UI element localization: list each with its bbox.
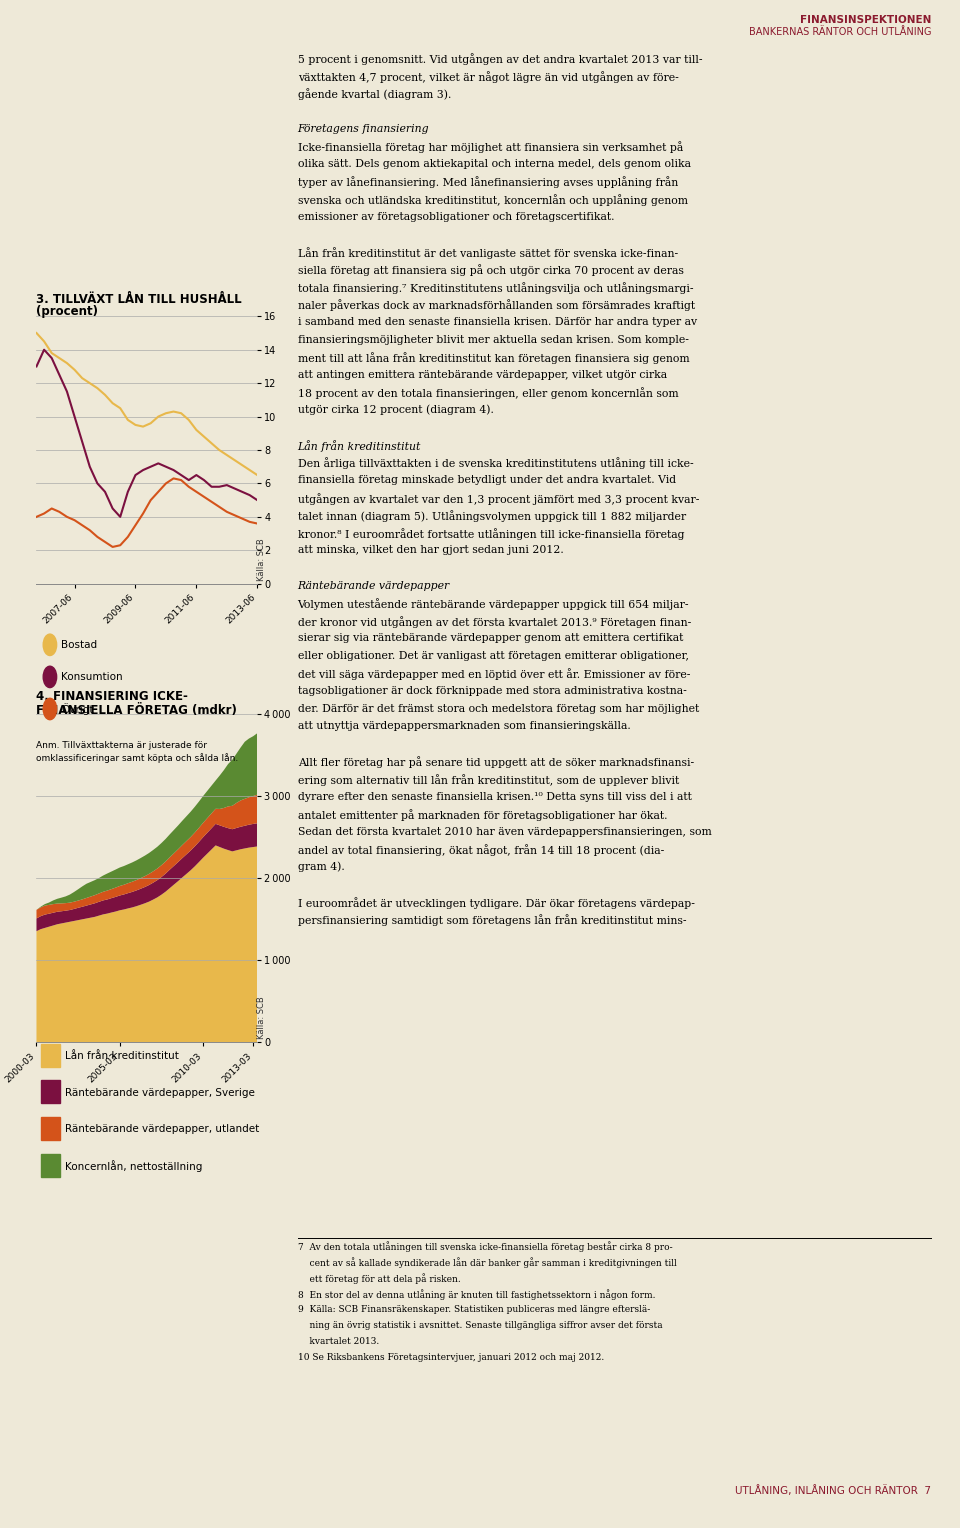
Text: Allt fler företag har på senare tid uppgett att de söker marknadsfinansi-: Allt fler företag har på senare tid uppg… xyxy=(298,756,694,769)
Text: Volymen utestående räntebärande värdepapper uppgick till 654 miljar-: Volymen utestående räntebärande värdepap… xyxy=(298,597,689,610)
Text: Bostad: Bostad xyxy=(61,640,98,649)
Text: utgången av kvartalet var den 1,3 procent jämfört med 3,3 procent kvar-: utgången av kvartalet var den 1,3 procen… xyxy=(298,492,699,504)
Text: totala finansiering.⁷ Kreditinstitutens utlåningsvilja och utlåningsmargi-: totala finansiering.⁷ Kreditinstitutens … xyxy=(298,281,693,293)
Text: ering som alternativ till lån från kreditinstitut, som de upplever blivit: ering som alternativ till lån från kredi… xyxy=(298,773,679,785)
Text: (procent): (procent) xyxy=(36,304,99,318)
Text: kronor.⁸ I euroområdet fortsatte utlåningen till icke-finansiella företag: kronor.⁸ I euroområdet fortsatte utlånin… xyxy=(298,529,684,539)
Text: 7  Av den totala utlåningen till svenska icke-finansiella företag består cirka 8: 7 Av den totala utlåningen till svenska … xyxy=(298,1241,672,1251)
Text: att minska, vilket den har gjort sedan juni 2012.: att minska, vilket den har gjort sedan j… xyxy=(298,545,564,556)
Text: FINANSIELLA FÖRETAG (mdkr): FINANSIELLA FÖRETAG (mdkr) xyxy=(36,703,237,717)
Text: siella företag att finansiera sig på och utgör cirka 70 procent av deras: siella företag att finansiera sig på och… xyxy=(298,264,684,277)
Text: 3. TILLVÄXT LÅN TILL HUSHÅLL: 3. TILLVÄXT LÅN TILL HUSHÅLL xyxy=(36,292,242,306)
Text: I euroområdet är utvecklingen tydligare. Där ökar företagens värdepap-: I euroområdet är utvecklingen tydligare.… xyxy=(298,897,694,909)
Text: 8  En stor del av denna utlåning är knuten till fastighetssektorn i någon form.: 8 En stor del av denna utlåning är knute… xyxy=(298,1290,655,1300)
Text: Lån från kreditinstitut: Lån från kreditinstitut xyxy=(65,1051,180,1060)
Text: dyrare efter den senaste finansiella krisen.¹⁰ Detta syns till viss del i att: dyrare efter den senaste finansiella kri… xyxy=(298,792,691,802)
Text: FINANSINSPEKTIONEN: FINANSINSPEKTIONEN xyxy=(800,15,931,24)
Text: cent av så kallade syndikerade lån där banker går samman i kreditgivningen till: cent av så kallade syndikerade lån där b… xyxy=(298,1256,677,1268)
Text: antalet emittenter på marknaden för företagsobligationer har ökat.: antalet emittenter på marknaden för före… xyxy=(298,810,667,821)
Text: utgör cirka 12 procent (diagram 4).: utgör cirka 12 procent (diagram 4). xyxy=(298,405,493,416)
Text: gående kvartal (diagram 3).: gående kvartal (diagram 3). xyxy=(298,89,451,101)
Text: Lån från kreditinstitut: Lån från kreditinstitut xyxy=(298,440,421,452)
Text: andel av total finansiering, ökat något, från 14 till 18 procent (dia-: andel av total finansiering, ökat något,… xyxy=(298,843,664,856)
Text: Räntebärande värdepapper: Räntebärande värdepapper xyxy=(298,581,450,591)
Text: Anm. Tillväxttakterna är justerade för
omklassificeringar samt köpta och sålda l: Anm. Tillväxttakterna är justerade för o… xyxy=(36,741,239,762)
Text: att antingen emittera räntebärande värdepapper, vilket utgör cirka: att antingen emittera räntebärande värde… xyxy=(298,370,667,380)
Text: Sedan det första kvartalet 2010 har även värdepappersfinansieringen, som: Sedan det första kvartalet 2010 har även… xyxy=(298,827,711,837)
Text: Den årliga tillväxttakten i de svenska kreditinstitutens utlåning till icke-: Den årliga tillväxttakten i de svenska k… xyxy=(298,458,693,469)
Text: 4. FINANSIERING ICKE-: 4. FINANSIERING ICKE- xyxy=(36,689,188,703)
Text: 9  Källa: SCB Finansräkenskaper. Statistiken publiceras med längre efterslä-: 9 Källa: SCB Finansräkenskaper. Statisti… xyxy=(298,1305,650,1314)
Text: ning än övrig statistik i avsnittet. Senaste tillgängliga siffror avser det förs: ning än övrig statistik i avsnittet. Sen… xyxy=(298,1320,662,1329)
Text: det vill säga värdepapper med en löptid över ett år. Emissioner av före-: det vill säga värdepapper med en löptid … xyxy=(298,669,690,680)
Text: typer av lånefinansiering. Med lånefinansiering avses upplåning från: typer av lånefinansiering. Med lånefinan… xyxy=(298,177,678,188)
Text: kvartalet 2013.: kvartalet 2013. xyxy=(298,1337,379,1346)
Text: Konsumtion: Konsumtion xyxy=(61,672,123,681)
Text: finansiella företag minskade betydligt under det andra kvartalet. Vid: finansiella företag minskade betydligt u… xyxy=(298,475,676,486)
Text: Källa: SCB: Källa: SCB xyxy=(256,996,266,1039)
Text: der. Därför är det främst stora och medelstora företag som har möjlighet: der. Därför är det främst stora och mede… xyxy=(298,703,699,714)
Text: Räntebärande värdepapper, Sverige: Räntebärande värdepapper, Sverige xyxy=(65,1088,255,1097)
Text: UTLÅNING, INLÅNING OCH RÄNTOR  7: UTLÅNING, INLÅNING OCH RÄNTOR 7 xyxy=(735,1485,931,1496)
Text: Lån från kreditinstitut är det vanligaste sättet för svenska icke-finan-: Lån från kreditinstitut är det vanligast… xyxy=(298,246,678,258)
Text: växttakten 4,7 procent, vilket är något lägre än vid utgången av före-: växttakten 4,7 procent, vilket är något … xyxy=(298,70,679,83)
Text: svenska och utländska kreditinstitut, koncernlån och upplåning genom: svenska och utländska kreditinstitut, ko… xyxy=(298,194,687,206)
Text: sierar sig via räntebärande värdepapper genom att emittera certifikat: sierar sig via räntebärande värdepapper … xyxy=(298,634,683,643)
Text: Övrigt: Övrigt xyxy=(61,703,94,715)
Text: 10 Se Riksbankens Företagsintervjuer, januari 2012 och maj 2012.: 10 Se Riksbankens Företagsintervjuer, ja… xyxy=(298,1354,604,1361)
Text: i samband med den senaste finansiella krisen. Därför har andra typer av: i samband med den senaste finansiella kr… xyxy=(298,316,697,327)
Text: naler påverkas dock av marknadsförhållanden som försämrades kraftigt: naler påverkas dock av marknadsförhållan… xyxy=(298,299,695,312)
Text: BANKERNAS RÄNTOR OCH UTLÅNING: BANKERNAS RÄNTOR OCH UTLÅNING xyxy=(749,28,931,37)
Text: persfinansiering samtidigt som företagens lån från kreditinstitut mins-: persfinansiering samtidigt som företagen… xyxy=(298,914,686,926)
Text: Räntebärande värdepapper, utlandet: Räntebärande värdepapper, utlandet xyxy=(65,1125,259,1134)
Text: Koncernlån, nettoställning: Koncernlån, nettoställning xyxy=(65,1160,203,1172)
Text: olika sätt. Dels genom aktiekapital och interna medel, dels genom olika: olika sätt. Dels genom aktiekapital och … xyxy=(298,159,690,170)
Text: Källa: SCB: Källa: SCB xyxy=(256,538,266,581)
Text: Företagens finansiering: Företagens finansiering xyxy=(298,124,429,134)
Text: talet innan (diagram 5). Utlåningsvolymen uppgick till 1 882 miljarder: talet innan (diagram 5). Utlåningsvolyme… xyxy=(298,510,685,523)
Text: 5 procent i genomsnitt. Vid utgången av det andra kvartalet 2013 var till-: 5 procent i genomsnitt. Vid utgången av … xyxy=(298,53,702,66)
Text: finansieringsmöjligheter blivit mer aktuella sedan krisen. Som komple-: finansieringsmöjligheter blivit mer aktu… xyxy=(298,335,688,345)
Text: der kronor vid utgången av det första kvartalet 2013.⁹ Företagen finan-: der kronor vid utgången av det första kv… xyxy=(298,616,691,628)
Text: ett företag för att dela på risken.: ett företag för att dela på risken. xyxy=(298,1273,461,1284)
Text: 18 procent av den totala finansieringen, eller genom koncernlån som: 18 procent av den totala finansieringen,… xyxy=(298,388,678,399)
Text: gram 4).: gram 4). xyxy=(298,862,345,872)
Text: ment till att låna från kreditinstitut kan företagen finansiera sig genom: ment till att låna från kreditinstitut k… xyxy=(298,351,689,364)
Text: eller obligationer. Det är vanligast att företagen emitterar obligationer,: eller obligationer. Det är vanligast att… xyxy=(298,651,688,662)
Text: tagsobligationer är dock förknippade med stora administrativa kostna-: tagsobligationer är dock förknippade med… xyxy=(298,686,686,697)
Text: emissioner av företagsobligationer och företagscertifikat.: emissioner av företagsobligationer och f… xyxy=(298,212,614,222)
Text: att utnyttja värdepappersmarknaden som finansieringskälla.: att utnyttja värdepappersmarknaden som f… xyxy=(298,721,631,732)
Text: Icke-finansiella företag har möjlighet att finansiera sin verksamhet på: Icke-finansiella företag har möjlighet a… xyxy=(298,142,683,153)
